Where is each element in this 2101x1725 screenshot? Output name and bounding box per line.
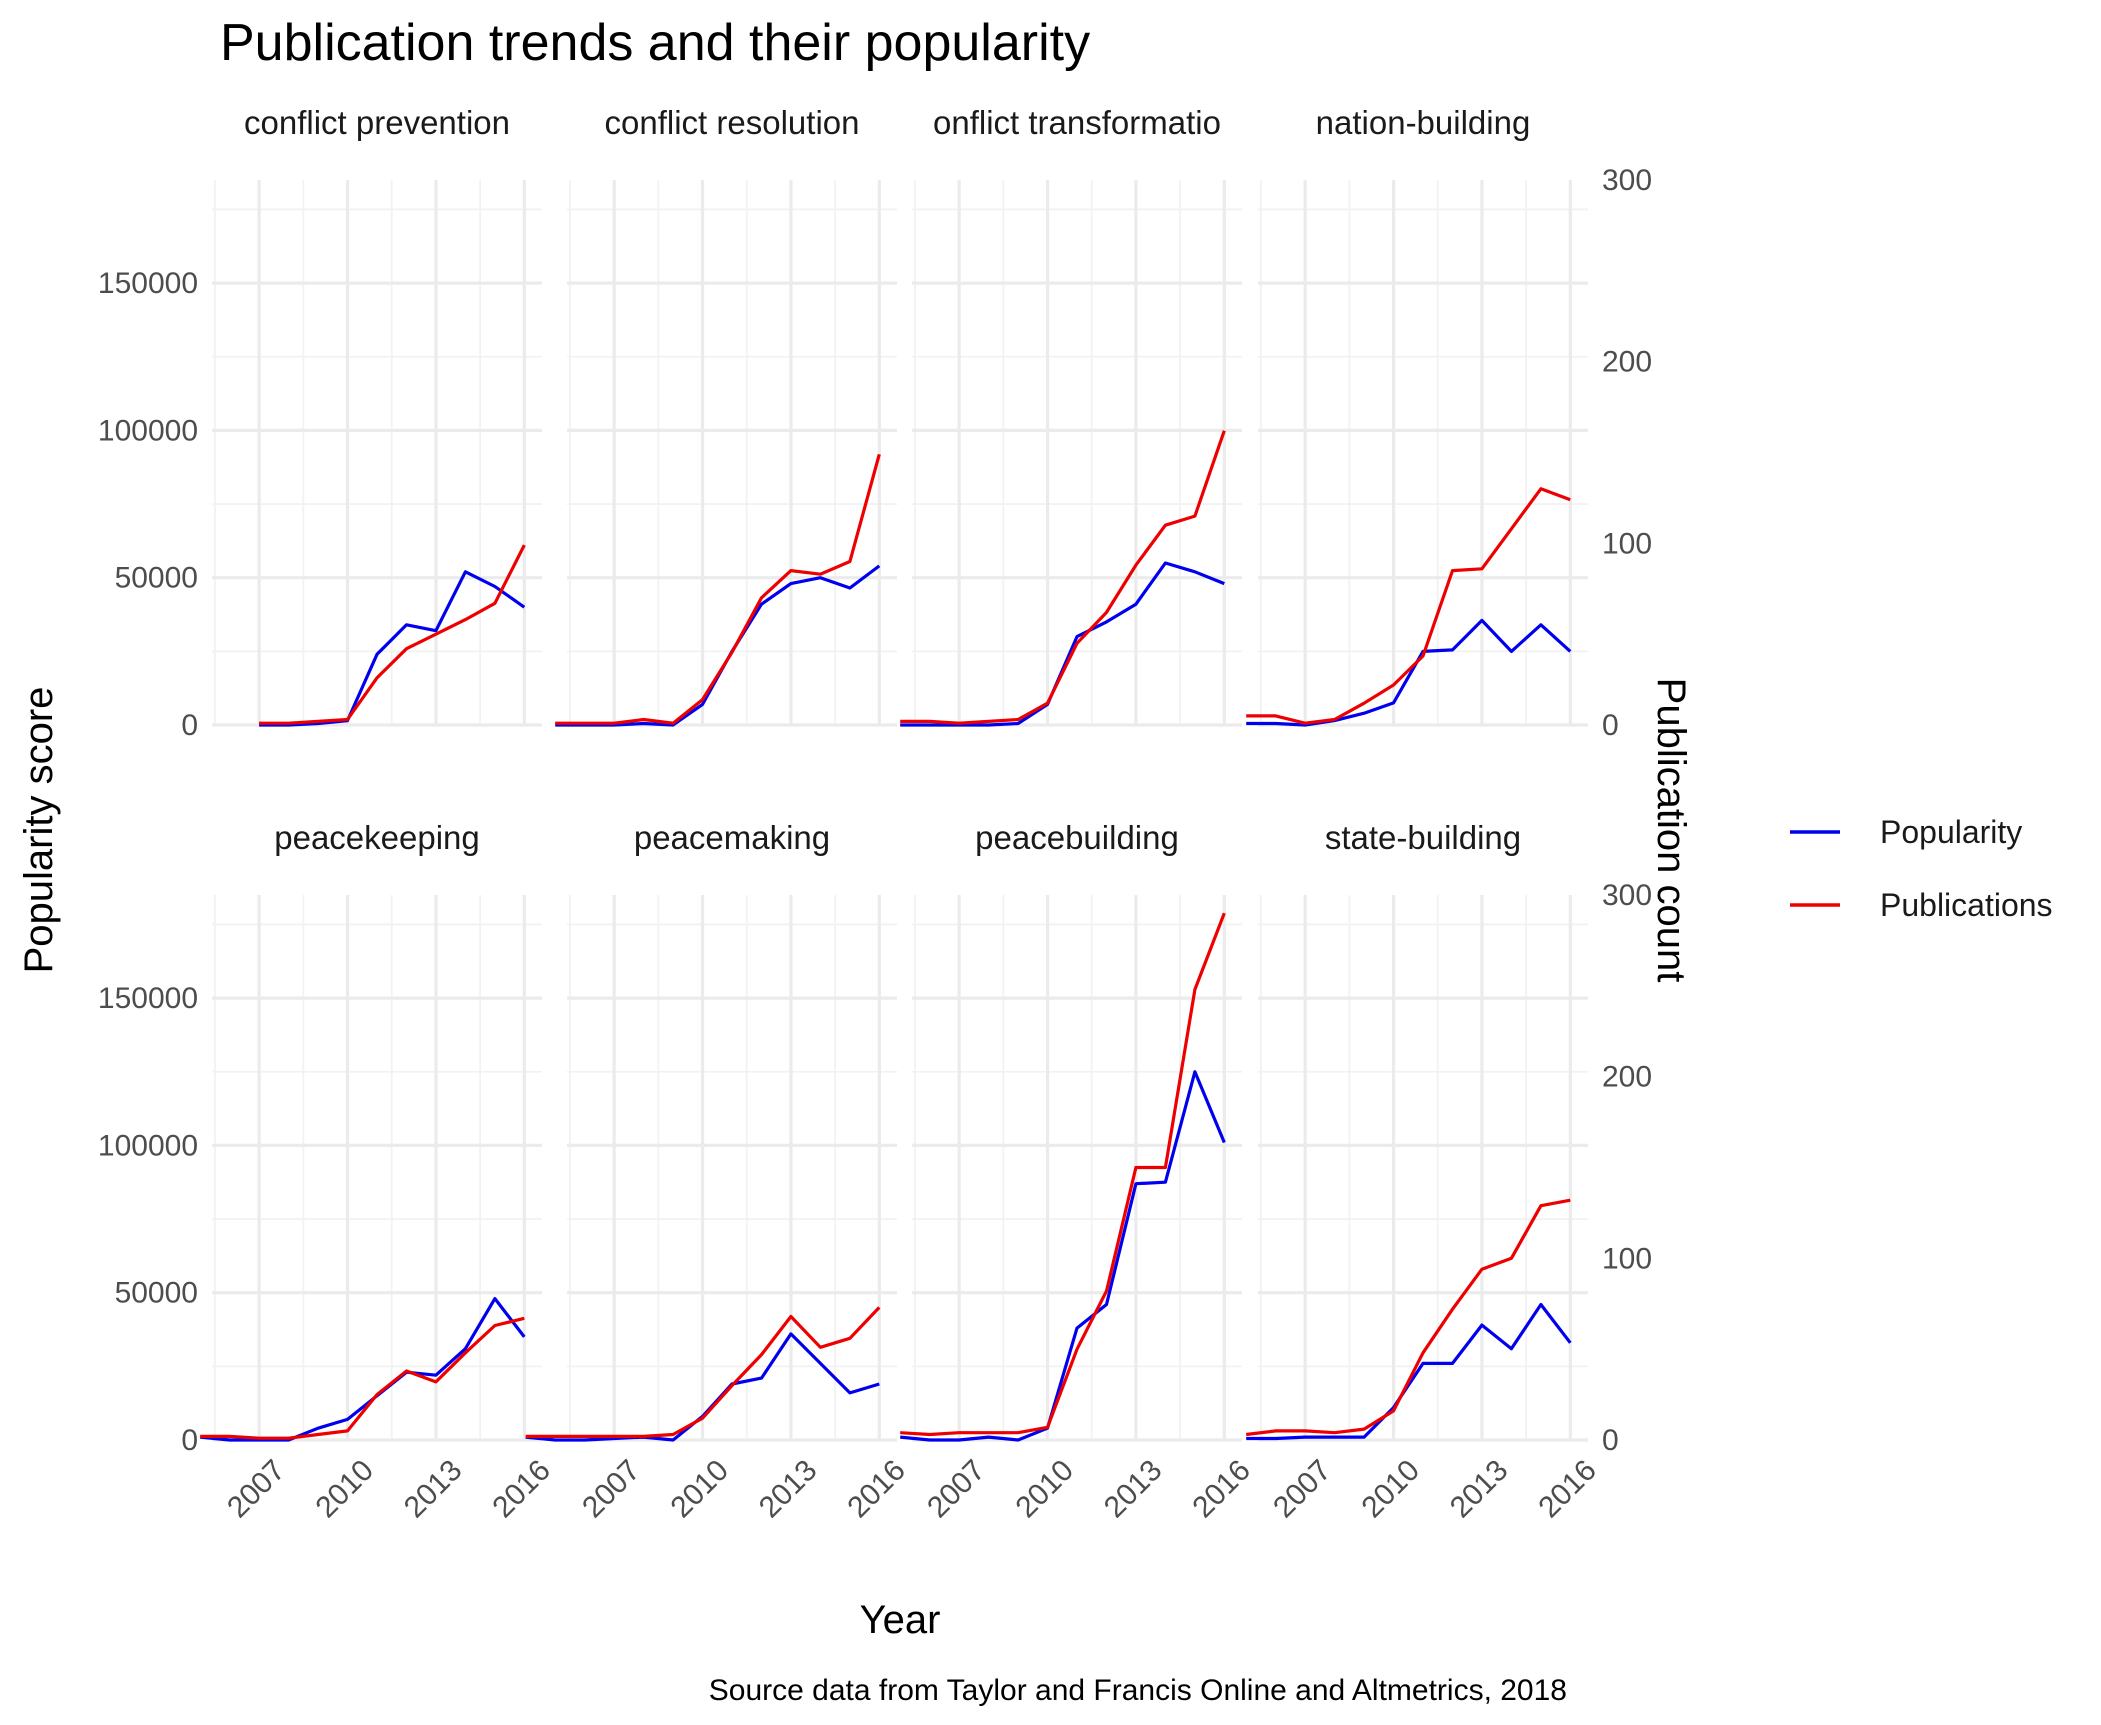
- facet-strip-label: peacemaking: [634, 819, 830, 856]
- legend: Popularity Publications: [1790, 814, 2053, 923]
- x-tick-label: 2007: [221, 1454, 292, 1525]
- x-tick-label: 2016: [486, 1454, 557, 1525]
- popularity-line: [259, 570, 526, 727]
- facet-panel: nation-building: [1246, 104, 1588, 727]
- y2-tick-label: 200: [1602, 1061, 1652, 1094]
- publications-line: [200, 1316, 525, 1440]
- x-tick-label: 2010: [665, 1454, 736, 1525]
- x-tick-label: 2007: [921, 1454, 992, 1525]
- x-tick-label: 2013: [1098, 1454, 1169, 1525]
- facet-strip-label: state-building: [1325, 819, 1521, 856]
- facet-strip-label: nation-building: [1316, 104, 1531, 141]
- y2-tick-label: 300: [1602, 164, 1652, 197]
- x-tick-label: 2013: [398, 1454, 469, 1525]
- publications-line: [900, 430, 1226, 725]
- y-tick-label: 100000: [98, 1129, 198, 1162]
- x-tick-label: 2010: [1010, 1454, 1081, 1525]
- y2-tick-label: 300: [1602, 879, 1652, 912]
- y-axis-right: 0 100 200 300 0 100 200 300: [1602, 164, 1652, 1457]
- x-tick-label: 2007: [576, 1454, 647, 1525]
- facet-strip-label: peacekeeping: [274, 819, 480, 856]
- y-tick-label: 100000: [98, 414, 198, 447]
- facet-panel: conflict prevention: [212, 104, 542, 727]
- popularity-line: [900, 1070, 1226, 1442]
- caption: Source data from Taylor and Francis Onli…: [709, 1674, 1567, 1707]
- x-tick-label: 2016: [841, 1454, 912, 1525]
- popularity-line: [200, 1297, 526, 1442]
- y2-tick-label: 100: [1602, 527, 1652, 560]
- legend-label-publications: Publications: [1880, 887, 2053, 923]
- y2-tick-label: 200: [1602, 346, 1652, 379]
- x-tick-label: 2013: [1444, 1454, 1515, 1525]
- facet-strip-label: peacebuilding: [975, 819, 1179, 856]
- publications-line: [900, 912, 1226, 1437]
- y-axis-title: Popularity score: [17, 687, 61, 974]
- y-axis-left: 0 50000 100000 150000 0 50000 100000 150000: [98, 267, 198, 1457]
- y2-tick-label: 0: [1602, 709, 1619, 742]
- publications-line: [525, 1306, 881, 1438]
- legend-label-popularity: Popularity: [1880, 814, 2022, 850]
- facet-strip-label: conflict prevention: [244, 104, 510, 141]
- y-tick-label: 150000: [98, 982, 198, 1015]
- x-tick-label: 2010: [1356, 1454, 1427, 1525]
- popularity-line: [1246, 1302, 1572, 1441]
- y2-axis-title: Publication count: [1649, 678, 1693, 983]
- popularity-line: [1246, 618, 1572, 727]
- x-tick-label: 2010: [310, 1454, 381, 1525]
- y-tick-label: 150000: [98, 267, 198, 300]
- facet-panel: peacebuilding 2007 2010 2013 2016: [900, 819, 1257, 1524]
- x-tick-label: 2016: [1186, 1454, 1257, 1525]
- publications-line: [1246, 487, 1571, 725]
- y2-tick-label: 0: [1602, 1424, 1619, 1457]
- facet-panel: conflict resolution: [555, 104, 897, 727]
- facet-panel: peacekeeping 2007 2010 2013 2016: [200, 819, 557, 1524]
- x-tick-label: 2016: [1532, 1454, 1603, 1525]
- y-tick-label: 50000: [115, 1277, 198, 1310]
- x-tick-label: 2013: [753, 1454, 824, 1525]
- x-axis-title: Year: [860, 1598, 941, 1642]
- facet-panel: peacemaking 2007 2010 2013 2016: [525, 819, 912, 1525]
- popularity-line: [900, 561, 1225, 727]
- x-tick-label: 2007: [1267, 1454, 1338, 1525]
- y-tick-label: 0: [181, 1424, 198, 1457]
- publications-line: [555, 453, 881, 725]
- publications-line: [259, 544, 526, 725]
- facet-strip-label: conflict resolution: [605, 104, 860, 141]
- facet-panels: conflict prevention conflict resolution on…: [200, 104, 1603, 1524]
- y-tick-label: 0: [181, 709, 198, 742]
- facet-panel: onflict transformatio: [900, 104, 1242, 727]
- facet-strip-label: onflict transformatio: [933, 104, 1221, 141]
- chart-title: Publication trends and their popularity: [220, 14, 1090, 72]
- y2-tick-label: 100: [1602, 1242, 1652, 1275]
- popularity-line: [555, 564, 881, 727]
- facet-panel: state-building 2007 2010 2013 2016: [1246, 819, 1603, 1524]
- y-tick-label: 50000: [115, 562, 198, 595]
- publications-line: [1246, 1198, 1571, 1437]
